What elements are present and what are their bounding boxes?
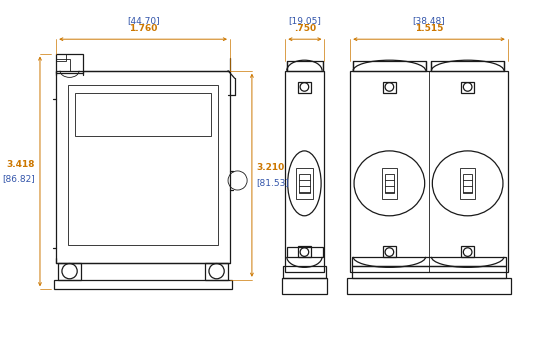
Bar [205, 263, 228, 280]
Bar [461, 82, 474, 93]
Text: [81.53]: [81.53] [257, 178, 289, 187]
Bar [353, 61, 426, 71]
Bar [282, 278, 327, 294]
Bar [54, 280, 232, 289]
Bar [382, 168, 397, 199]
Bar [68, 85, 219, 245]
Bar [287, 61, 322, 71]
Bar [463, 174, 472, 193]
Bar [298, 246, 311, 257]
Bar [385, 174, 394, 193]
Bar [56, 71, 230, 263]
Bar [383, 82, 396, 93]
Bar [352, 266, 506, 278]
Text: [44.70]: [44.70] [127, 16, 159, 25]
Bar [58, 263, 81, 280]
Bar [287, 247, 322, 257]
Text: .750: .750 [294, 23, 316, 33]
Bar [352, 257, 506, 266]
Bar [56, 59, 70, 71]
Bar [75, 93, 211, 136]
Bar [350, 71, 508, 272]
Bar [383, 246, 396, 257]
Bar [296, 168, 313, 199]
Text: [19.05]: [19.05] [288, 16, 321, 25]
Bar [431, 61, 504, 71]
Bar [298, 174, 310, 193]
Bar [461, 246, 474, 257]
Bar [284, 266, 326, 278]
Bar [460, 168, 475, 199]
Text: [38.48]: [38.48] [413, 16, 446, 25]
Bar [348, 278, 511, 294]
Bar [56, 54, 66, 61]
Bar [298, 82, 311, 93]
Bar [56, 54, 83, 73]
Bar [285, 71, 325, 272]
Text: 1.515: 1.515 [415, 23, 443, 33]
Text: 1.760: 1.760 [129, 23, 157, 33]
Text: 3.418: 3.418 [7, 160, 35, 168]
Text: 3.210: 3.210 [257, 163, 285, 172]
Text: [86.82]: [86.82] [3, 174, 35, 183]
